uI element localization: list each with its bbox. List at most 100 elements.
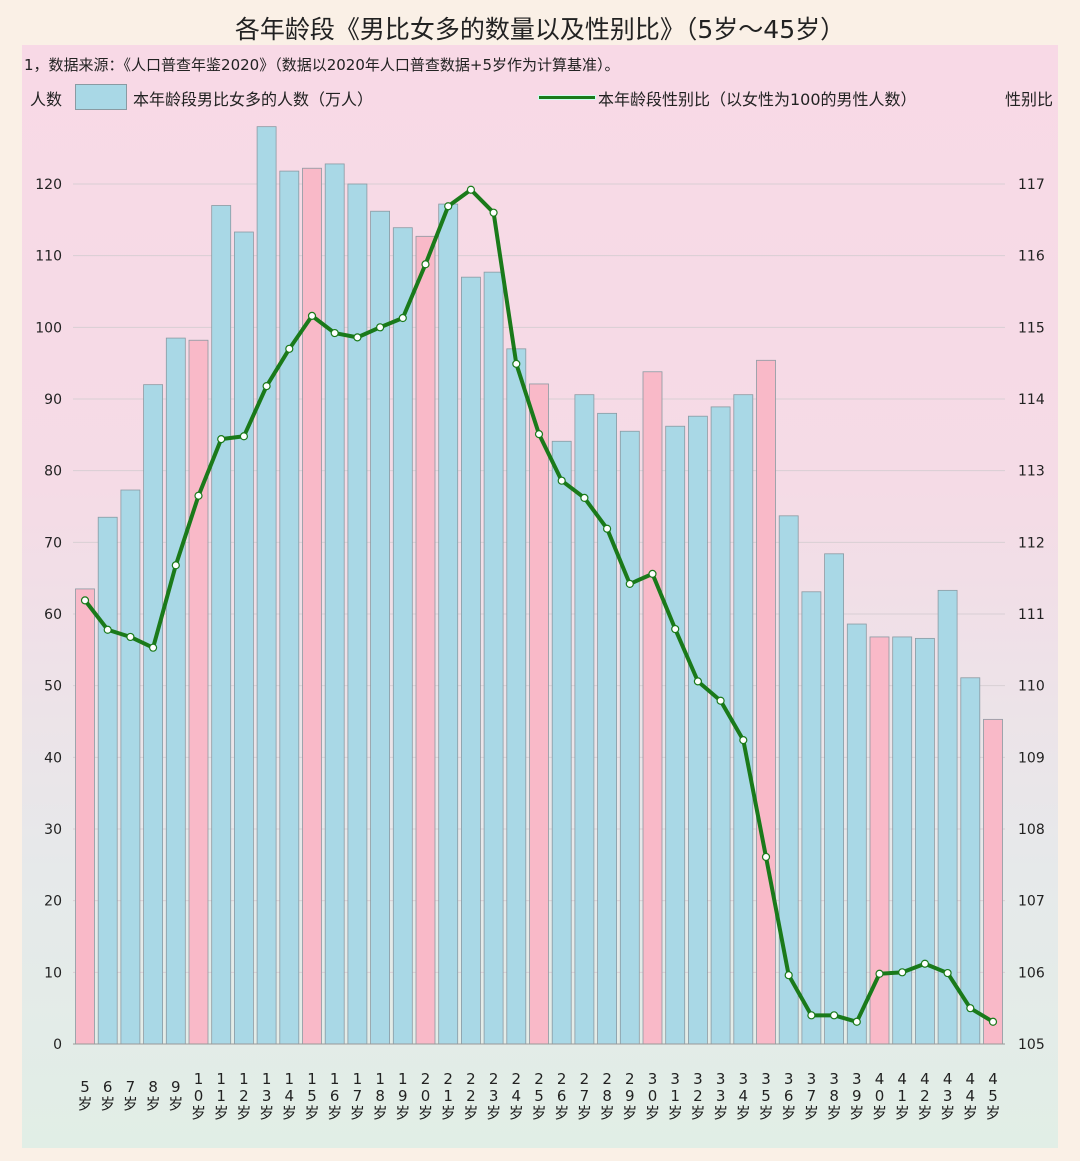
y-left-tick-label: 100 bbox=[35, 320, 62, 336]
bar bbox=[688, 415, 708, 1045]
bar bbox=[483, 271, 504, 1045]
line-marker bbox=[376, 323, 385, 332]
y-left-tick-label: 120 bbox=[35, 177, 62, 193]
bar bbox=[370, 210, 391, 1045]
line-marker bbox=[466, 185, 475, 194]
line-marker bbox=[920, 959, 930, 968]
line-marker bbox=[557, 476, 566, 485]
line-marker bbox=[534, 430, 544, 439]
y-right-tick-label: 116 bbox=[1018, 249, 1045, 265]
bar bbox=[279, 170, 300, 1045]
y-left-tick-label: 110 bbox=[35, 249, 62, 265]
line-marker bbox=[875, 969, 884, 978]
bar bbox=[302, 167, 322, 1045]
right-axis-label: 性别比 bbox=[1005, 90, 1054, 109]
bar bbox=[824, 553, 844, 1045]
bar bbox=[756, 359, 776, 1045]
line-marker bbox=[149, 643, 158, 652]
line-marker bbox=[784, 971, 793, 980]
bar bbox=[801, 591, 822, 1045]
y-left-tick-label: 0 bbox=[53, 1037, 62, 1053]
bar bbox=[665, 425, 686, 1045]
y-right-tick-label: 111 bbox=[1018, 607, 1045, 623]
left-axis-label: 人数 bbox=[30, 90, 63, 109]
line-marker bbox=[602, 524, 612, 533]
bar bbox=[324, 163, 345, 1045]
bar bbox=[211, 205, 232, 1045]
bar bbox=[75, 588, 95, 1045]
line-marker bbox=[761, 852, 771, 862]
bar bbox=[846, 623, 867, 1045]
line-marker bbox=[943, 968, 952, 978]
bar bbox=[460, 276, 481, 1045]
bar bbox=[710, 406, 731, 1045]
y-right-tick-label: 115 bbox=[1018, 320, 1045, 336]
line-marker bbox=[966, 1004, 975, 1013]
y-right-tick-label: 106 bbox=[1018, 965, 1045, 981]
bar bbox=[347, 183, 368, 1045]
y-right-tick-label: 112 bbox=[1018, 535, 1045, 551]
bar bbox=[892, 636, 913, 1045]
y-left-tick-label: 30 bbox=[44, 822, 62, 838]
line-marker bbox=[262, 382, 271, 391]
legend-bar-swatch bbox=[75, 84, 127, 110]
line-marker bbox=[852, 1017, 861, 1026]
y-left-tick-label: 20 bbox=[44, 894, 62, 910]
y-left-tick-label: 50 bbox=[44, 679, 62, 695]
line-marker bbox=[353, 333, 362, 342]
line-marker bbox=[988, 1017, 998, 1026]
y-right-tick-label: 108 bbox=[1018, 822, 1045, 838]
legend-bar-label: 本年龄段男比女多的人数（万人） bbox=[133, 90, 374, 109]
y-right-tick-label: 113 bbox=[1018, 464, 1045, 480]
legend-line-swatch bbox=[538, 95, 596, 100]
line-marker bbox=[217, 435, 226, 444]
line-marker bbox=[716, 696, 725, 705]
line-marker bbox=[103, 625, 112, 634]
line-marker bbox=[421, 260, 430, 269]
y-right-tick-label: 110 bbox=[1018, 679, 1045, 695]
line-marker bbox=[444, 202, 453, 211]
y-left-tick-label: 70 bbox=[44, 535, 62, 551]
bar bbox=[551, 440, 572, 1045]
line-marker bbox=[807, 1011, 816, 1020]
y-right-tick-label: 105 bbox=[1018, 1037, 1045, 1053]
y-left-tick-label: 60 bbox=[44, 607, 62, 623]
bar bbox=[642, 371, 663, 1045]
bar bbox=[165, 337, 186, 1045]
bar bbox=[392, 227, 413, 1045]
bar bbox=[915, 637, 935, 1045]
line-marker bbox=[648, 569, 657, 578]
line-marker bbox=[671, 624, 680, 634]
line-marker bbox=[194, 491, 203, 500]
line-marker bbox=[625, 579, 634, 589]
bar bbox=[438, 203, 459, 1045]
line-marker bbox=[330, 328, 339, 338]
bar bbox=[869, 636, 890, 1045]
bar bbox=[415, 235, 436, 1045]
